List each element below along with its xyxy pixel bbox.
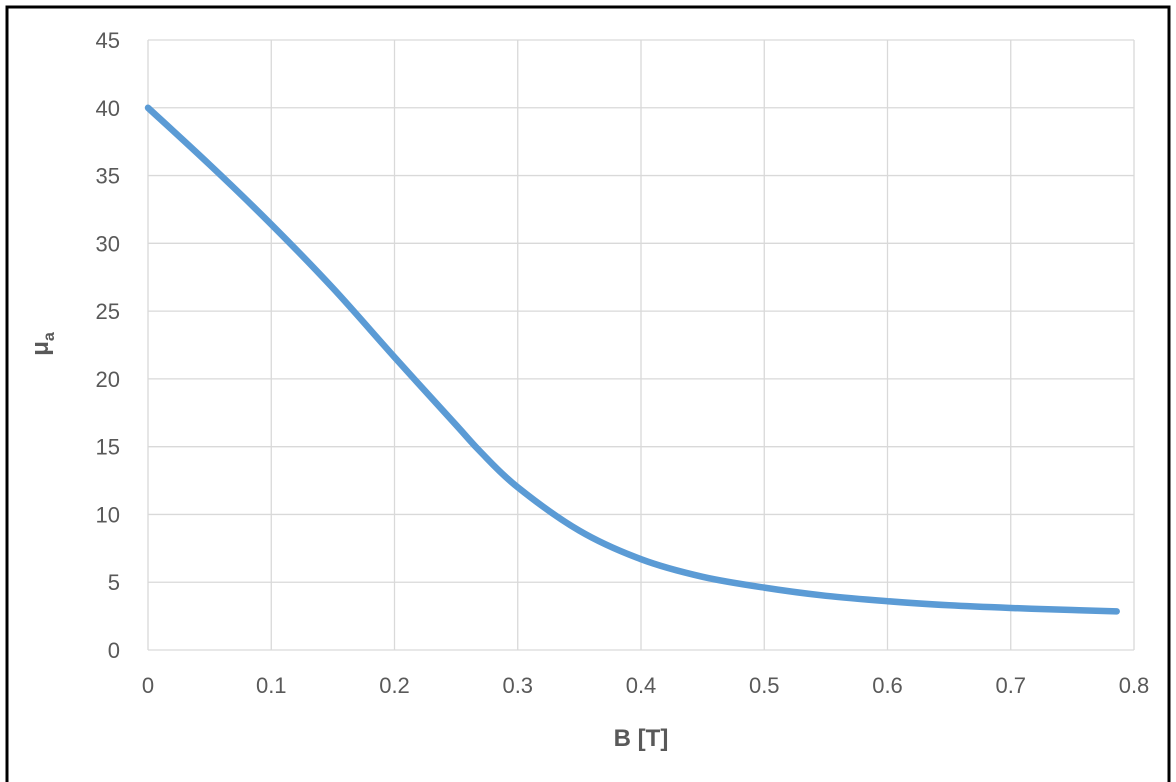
y-tick-labels: 0 5 10 15 20 25 30 35 40 45 — [96, 28, 120, 663]
x-tick-label: 0.8 — [1119, 673, 1150, 698]
x-tick-labels: 0 0.1 0.2 0.3 0.4 0.5 0.6 0.7 0.8 — [142, 673, 1149, 698]
y-axis-label-main: μ — [27, 341, 54, 356]
y-tick-label: 30 — [96, 231, 120, 256]
y-tick-label: 20 — [96, 367, 120, 392]
chart-border — [5, 5, 1171, 782]
series-line — [144, 104, 1120, 615]
y-tick-label: 10 — [96, 502, 120, 527]
x-tick-label: 0.4 — [626, 673, 657, 698]
x-tick-label: 0.5 — [749, 673, 780, 698]
series-layer — [144, 104, 1120, 615]
x-tick-label: 0 — [142, 673, 154, 698]
y-axis-label: μa — [27, 332, 58, 356]
y-axis-label-subscript: a — [41, 332, 58, 341]
y-tick-label: 45 — [96, 28, 120, 53]
x-axis-label: B [T] — [614, 725, 669, 752]
y-tick-label: 25 — [96, 299, 120, 324]
x-tick-label: 0.1 — [256, 673, 287, 698]
x-tick-label: 0.6 — [872, 673, 903, 698]
y-tick-label: 35 — [96, 164, 120, 189]
x-tick-label: 0.2 — [379, 673, 410, 698]
y-tick-label: 0 — [108, 638, 120, 663]
y-tick-label: 40 — [96, 96, 120, 121]
x-tick-label: 0.7 — [995, 673, 1026, 698]
x-tick-label: 0.3 — [502, 673, 533, 698]
grid-lines — [147, 39, 1135, 651]
y-tick-label: 15 — [96, 435, 120, 460]
y-tick-label: 5 — [108, 570, 120, 595]
